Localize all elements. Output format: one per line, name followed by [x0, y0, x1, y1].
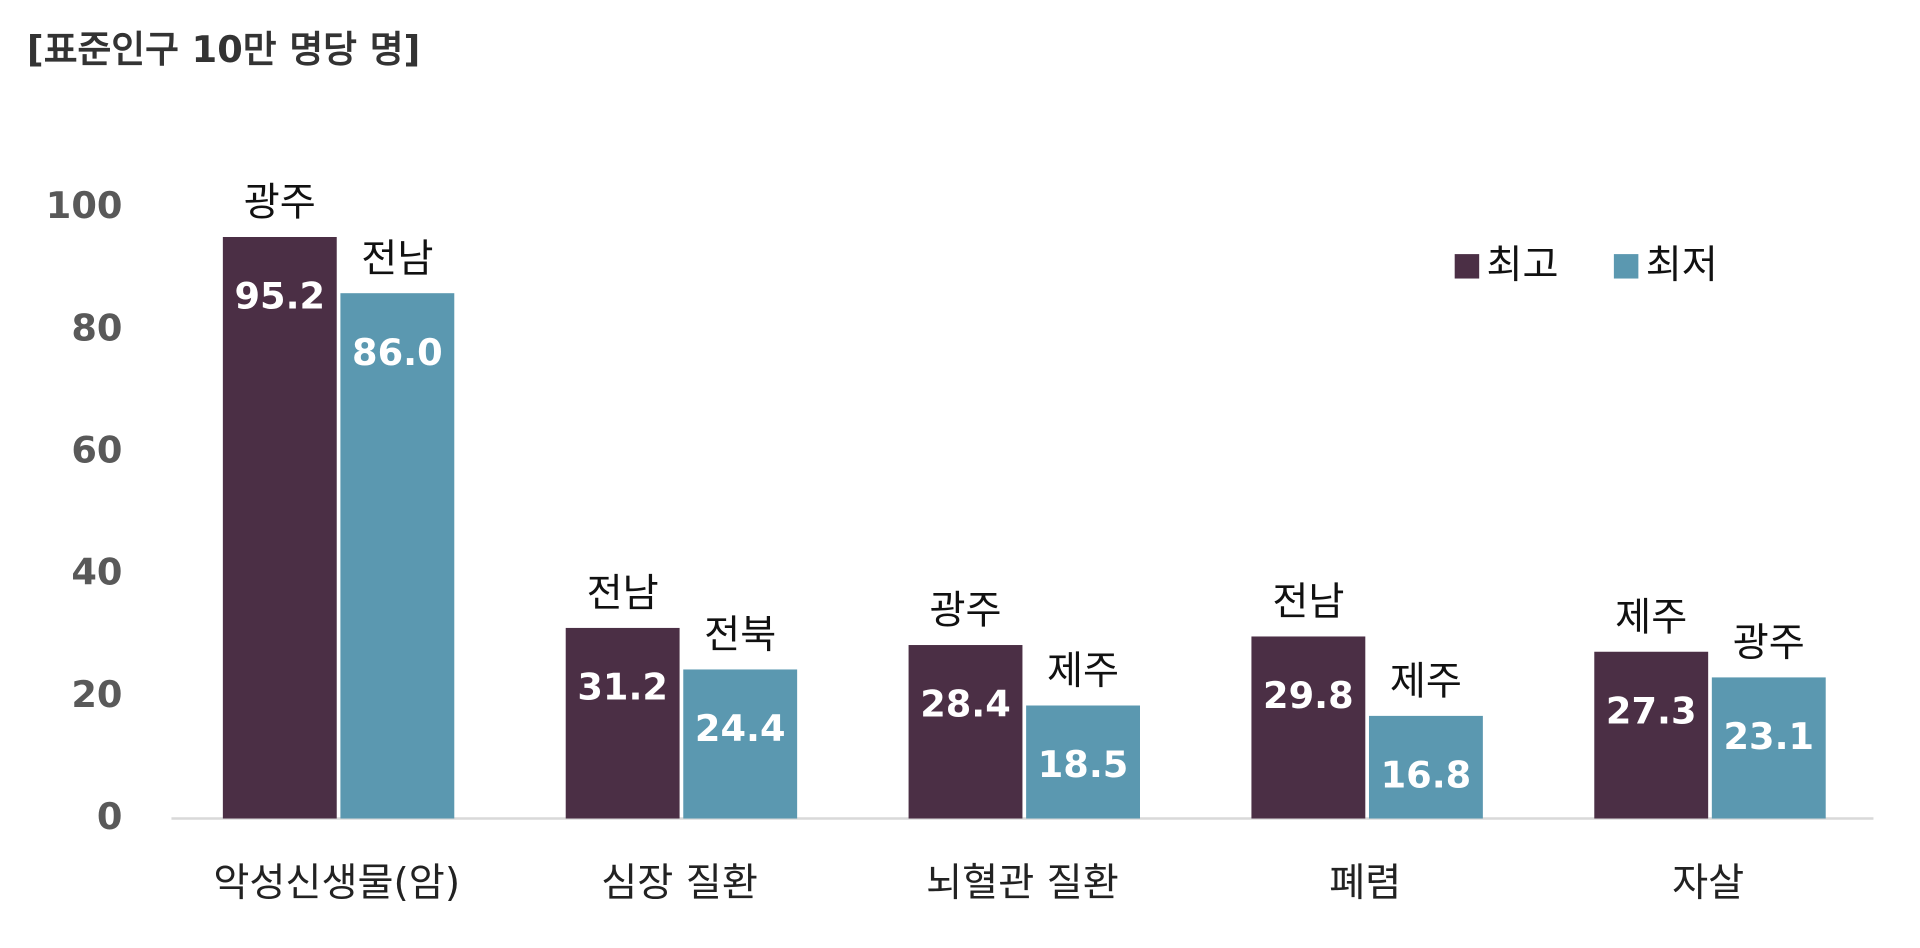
value-label: 18.5 — [1038, 743, 1129, 786]
x-tick-label: 뇌혈관 질환 — [926, 861, 1119, 906]
bar — [565, 627, 680, 819]
bar — [340, 293, 455, 819]
bar-annotation: 광주 — [929, 589, 1001, 634]
bar-annotation: 광주 — [1733, 621, 1805, 666]
y-tick-label: 20 — [71, 673, 122, 716]
value-label: 86.0 — [352, 331, 443, 374]
value-label: 29.8 — [1263, 674, 1354, 717]
y-tick-label: 60 — [71, 429, 122, 472]
chart-title: [표준인구 10만 명당 명] — [27, 28, 420, 71]
bar — [1368, 715, 1483, 819]
y-tick-label: 100 — [46, 184, 123, 227]
bar — [908, 645, 1023, 819]
x-tick-label: 폐렴 — [1329, 861, 1401, 906]
bar-annotation: 광주 — [244, 181, 316, 226]
bar-annotation: 전남 — [361, 237, 433, 282]
value-label: 27.3 — [1606, 689, 1697, 732]
bar-annotation: 전북 — [704, 613, 776, 658]
bar-annotation: 전남 — [1272, 580, 1344, 625]
bar-annotation: 제주 — [1615, 596, 1687, 641]
y-tick-label: 0 — [97, 795, 123, 838]
legend-label: 최고 — [1487, 243, 1559, 288]
bar — [1711, 677, 1826, 819]
bar-annotation: 전남 — [587, 572, 659, 617]
x-tick-label: 자살 — [1672, 861, 1744, 906]
value-label: 24.4 — [695, 707, 786, 750]
bar-annotation: 제주 — [1390, 660, 1462, 705]
legend-swatch — [1454, 254, 1480, 279]
bar — [683, 669, 798, 819]
legend-label: 최저 — [1646, 243, 1718, 288]
value-label: 28.4 — [920, 683, 1011, 726]
bar — [1026, 705, 1140, 819]
bar — [1251, 636, 1366, 819]
bar — [222, 237, 337, 819]
value-label: 16.8 — [1381, 753, 1472, 796]
value-label: 95.2 — [234, 275, 325, 318]
bar — [1594, 651, 1709, 819]
x-tick-label: 악성신생물(암) — [213, 861, 460, 906]
x-tick-label: 심장 질환 — [601, 861, 758, 906]
value-label: 23.1 — [1723, 715, 1814, 758]
legend-swatch — [1613, 254, 1639, 279]
bar-annotation: 제주 — [1047, 649, 1119, 694]
value-label: 31.2 — [577, 666, 668, 709]
y-tick-label: 80 — [71, 306, 122, 349]
y-tick-label: 40 — [71, 551, 122, 594]
